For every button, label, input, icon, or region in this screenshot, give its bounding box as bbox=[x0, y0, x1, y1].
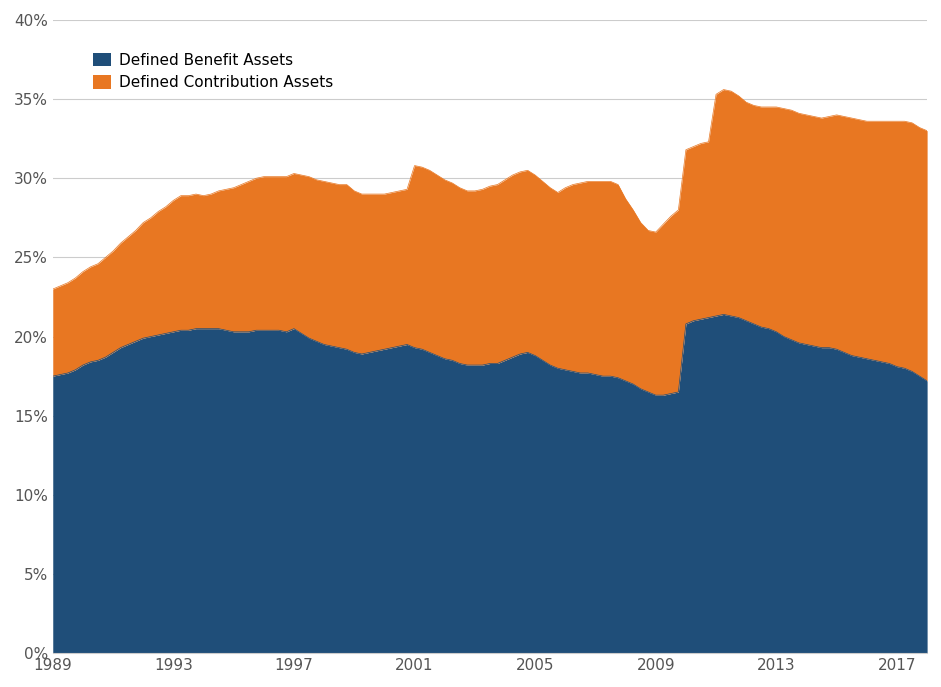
Legend: Defined Benefit Assets, Defined Contribution Assets: Defined Benefit Assets, Defined Contribu… bbox=[87, 47, 339, 97]
